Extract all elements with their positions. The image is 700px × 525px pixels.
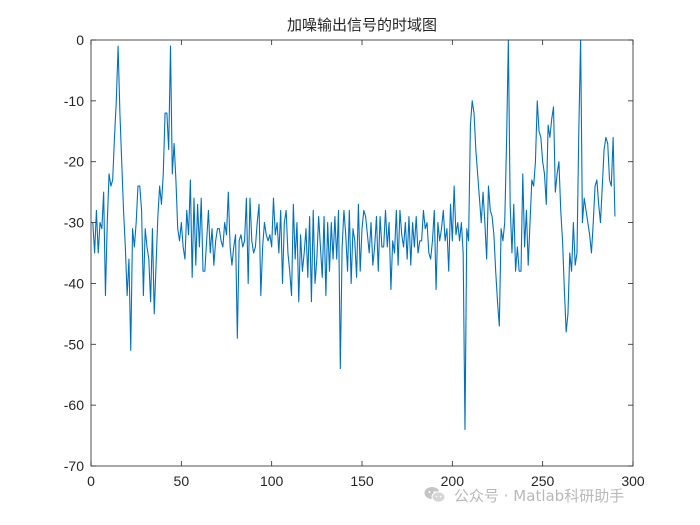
watermark-text: 公众号 · Matlab科研助手 (454, 486, 625, 505)
watermark: 公众号 · Matlab科研助手 (424, 484, 624, 506)
y-tick-label: -70 (64, 458, 84, 474)
y-tick-label: -10 (64, 93, 84, 109)
y-tick-label: -40 (64, 275, 84, 291)
wechat-icon (424, 486, 446, 504)
plot-area-frame (90, 39, 634, 467)
x-axis-ticks: 0 50 100 150 200 250 300 (87, 40, 645, 489)
y-axis-ticks: 0 -10 -20 -30 -40 -50 -60 -70 (64, 32, 633, 474)
x-tick-label: 150 (350, 473, 374, 489)
y-tick-label: -50 (64, 336, 84, 352)
y-tick-label: -20 (64, 154, 84, 170)
chart-title: 加噪输出信号的时域图 (287, 16, 437, 34)
axes (90, 39, 634, 467)
x-tick-label: 50 (174, 473, 190, 489)
y-tick-label: 0 (76, 32, 84, 48)
series-layer (92, 39, 616, 431)
y-tick-label: -60 (64, 397, 84, 413)
series-line-0 (92, 39, 616, 431)
y-tick-label: -30 (64, 215, 84, 231)
x-tick-label: 200 (441, 473, 465, 489)
x-tick-label: 0 (87, 473, 95, 489)
x-tick-label: 250 (531, 473, 555, 489)
x-tick-label: 100 (260, 473, 284, 489)
x-tick-label: 300 (621, 473, 645, 489)
